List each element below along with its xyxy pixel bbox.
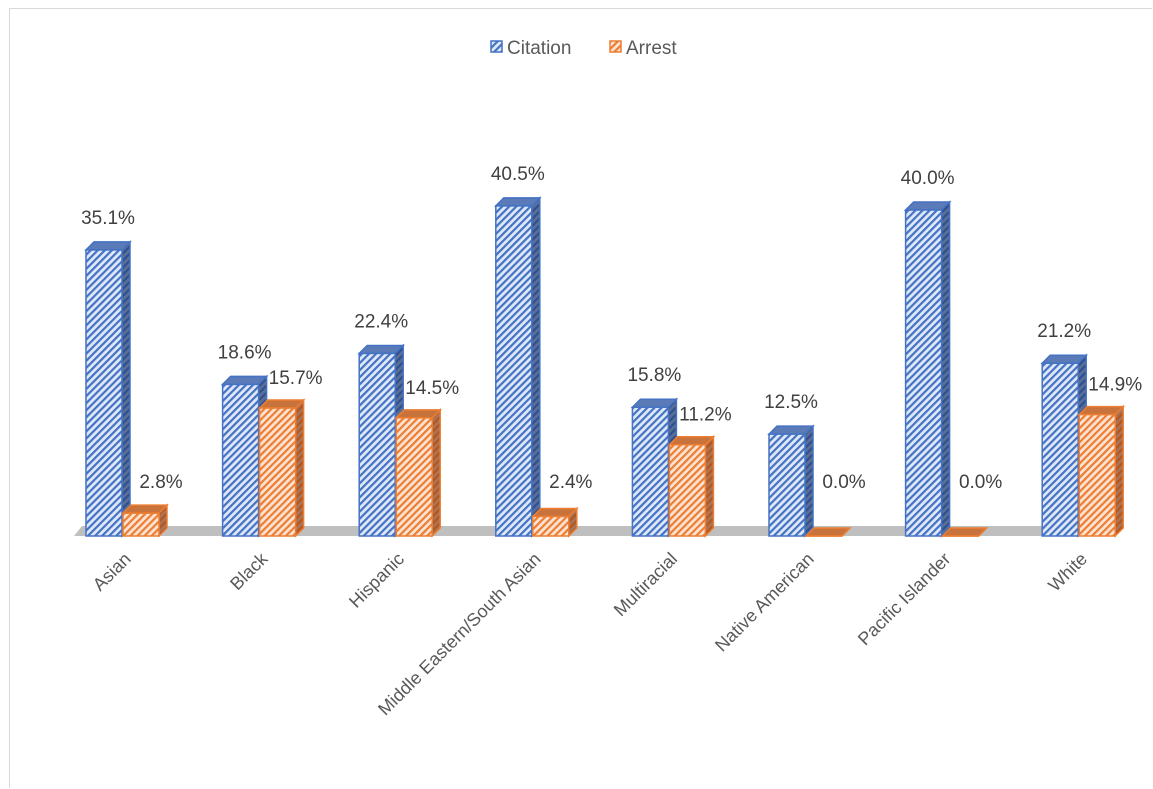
data-label-arrest-hispanic: 14.5% <box>405 378 459 399</box>
bar-side-citation-pacific-islander <box>940 200 951 538</box>
category-label-pacific-islander: Pacific Islander <box>854 549 954 649</box>
data-label-arrest-multiracial: 11.2% <box>679 405 732 426</box>
bar-side-arrest-white <box>1114 404 1124 538</box>
bar-arrest-asian <box>121 503 169 538</box>
bar-front-citation-middle-eastern-south-asian <box>495 205 533 537</box>
bar-top-arrest-native-american <box>804 527 852 537</box>
data-label-arrest-native-american: 0.0% <box>822 472 865 493</box>
data-label-citation-middle-eastern-south-asian: 40.5% <box>491 164 545 185</box>
bar-top-citation-multiracial <box>630 398 679 408</box>
category-label-middle-eastern-south-asian: Middle Eastern/South Asian <box>374 549 545 720</box>
bar-top-citation-pacific-islander <box>903 201 952 211</box>
bar-front-arrest-black <box>258 407 297 537</box>
category-label-asian: Asian <box>89 549 135 595</box>
bar-arrest-multiracial <box>667 434 716 538</box>
bar-front-citation-asian <box>85 249 123 537</box>
bar-arrest-hispanic <box>394 408 443 538</box>
bar-side-citation-asian <box>121 240 131 538</box>
bar-front-citation-pacific-islander <box>904 209 943 537</box>
category-label-native-american: Native American <box>711 549 818 656</box>
bar-arrest-pacific-islander <box>940 527 989 537</box>
bar-front-arrest-white <box>1078 413 1116 537</box>
bar-top-citation-white <box>1040 354 1089 364</box>
data-labels-layer: 35.1% 2.8% 18.6% 15.7% 22.4% 14.5% 40.5% 2.4% 15… <box>81 164 1142 493</box>
data-label-citation-multiracial: 15.8% <box>627 365 681 386</box>
bar-top-citation-native-american <box>767 425 815 435</box>
bar-top-arrest-multiracial <box>667 435 716 446</box>
bar-arrest-middle-eastern-south-asian <box>530 506 579 538</box>
bars-layer <box>84 196 1126 538</box>
category-label-white: White <box>1044 549 1091 596</box>
chart-area <box>9 8 1152 788</box>
bar-arrest-native-american <box>804 527 852 537</box>
data-label-arrest-black: 15.7% <box>269 368 323 389</box>
data-label-arrest-asian: 2.8% <box>139 472 182 493</box>
bar-front-arrest-hispanic <box>395 417 433 537</box>
bar-side-arrest-black <box>294 398 305 538</box>
bar-front-citation-native-american <box>768 433 806 537</box>
data-label-citation-white: 21.2% <box>1037 321 1091 342</box>
bar-top-arrest-asian <box>121 504 169 514</box>
data-label-citation-hispanic: 22.4% <box>354 311 408 332</box>
bar-side-citation-middle-eastern-south-asian <box>531 196 541 538</box>
bar-top-citation-hispanic <box>357 344 406 355</box>
bar-top-arrest-white <box>1077 405 1126 416</box>
category-label-black: Black <box>226 548 272 594</box>
legend: Citation Arrest <box>490 38 677 59</box>
bar-front-arrest-asian <box>122 512 160 537</box>
bar-side-arrest-multiracial <box>704 434 715 538</box>
category-label-multiracial: Multiracial <box>610 549 681 620</box>
bar-arrest-white <box>1077 404 1126 538</box>
bar-front-arrest-multiracial <box>668 443 707 537</box>
bar-citation-middle-eastern-south-asian <box>493 196 542 538</box>
bar-front-citation-multiracial <box>631 406 670 537</box>
bar-side-arrest-hispanic <box>431 408 441 538</box>
data-label-citation-pacific-islander: 40.0% <box>901 168 955 189</box>
legend-label-arrest: Arrest <box>626 38 677 59</box>
bar-front-arrest-middle-eastern-south-asian <box>532 515 570 537</box>
bar-arrest-black <box>257 398 306 538</box>
bar-top-arrest-black <box>257 399 306 409</box>
bar-front-citation-white <box>1041 362 1079 537</box>
bar-side-citation-native-american <box>804 424 814 538</box>
legend-swatch-arrest <box>609 40 622 53</box>
bar-citation-asian <box>84 240 132 538</box>
data-label-arrest-pacific-islander: 0.0% <box>959 472 1002 493</box>
data-label-citation-native-american: 12.5% <box>764 392 818 413</box>
bar-top-arrest-middle-eastern-south-asian <box>530 507 579 518</box>
bar-top-citation-middle-eastern-south-asian <box>493 197 542 207</box>
bar-top-citation-black <box>220 375 269 386</box>
bar-citation-native-american <box>767 424 815 538</box>
bar-top-citation-asian <box>84 241 132 251</box>
bar-front-citation-hispanic <box>358 352 396 537</box>
legend-label-citation: Citation <box>507 38 571 59</box>
data-label-citation-black: 18.6% <box>218 342 272 363</box>
bar-citation-pacific-islander <box>903 200 952 538</box>
bar-top-arrest-hispanic <box>394 409 443 419</box>
data-label-arrest-middle-eastern-south-asian: 2.4% <box>549 472 592 493</box>
data-label-citation-asian: 35.1% <box>81 208 135 229</box>
bar-front-citation-black <box>221 383 260 537</box>
category-label-hispanic: Hispanic <box>345 549 408 612</box>
bar-top-arrest-pacific-islander <box>940 527 989 537</box>
legend-swatch-citation <box>490 40 503 53</box>
data-label-arrest-white: 14.9% <box>1088 375 1142 396</box>
